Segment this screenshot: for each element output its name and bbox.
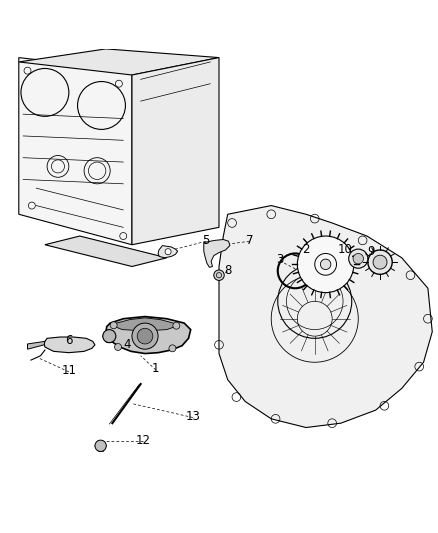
Polygon shape xyxy=(158,246,178,258)
Text: 13: 13 xyxy=(185,410,200,423)
Polygon shape xyxy=(106,317,191,353)
Polygon shape xyxy=(19,58,132,245)
Circle shape xyxy=(373,255,387,269)
Circle shape xyxy=(95,440,106,451)
Text: 1: 1 xyxy=(152,362,159,375)
Polygon shape xyxy=(19,49,219,75)
Circle shape xyxy=(349,249,368,268)
Circle shape xyxy=(297,236,354,293)
Circle shape xyxy=(173,322,180,329)
Circle shape xyxy=(103,329,116,343)
Circle shape xyxy=(115,344,121,351)
Text: 3: 3 xyxy=(276,254,284,266)
Text: 7: 7 xyxy=(246,234,253,247)
Circle shape xyxy=(165,249,171,255)
Circle shape xyxy=(368,250,392,274)
Polygon shape xyxy=(132,58,219,245)
Circle shape xyxy=(214,270,224,280)
Circle shape xyxy=(137,328,153,344)
Circle shape xyxy=(132,323,158,349)
Text: 9: 9 xyxy=(367,245,375,258)
Text: 12: 12 xyxy=(135,434,150,447)
Text: 4: 4 xyxy=(124,338,131,351)
Polygon shape xyxy=(219,206,432,427)
Text: 6: 6 xyxy=(65,334,73,347)
Polygon shape xyxy=(115,318,176,331)
Polygon shape xyxy=(204,239,230,268)
Circle shape xyxy=(353,254,364,264)
Text: 10: 10 xyxy=(338,243,353,256)
Circle shape xyxy=(110,322,117,329)
Polygon shape xyxy=(28,341,45,349)
Circle shape xyxy=(321,259,331,270)
Text: 8: 8 xyxy=(224,264,231,277)
Polygon shape xyxy=(44,337,95,353)
Polygon shape xyxy=(45,236,167,266)
Text: 2: 2 xyxy=(302,243,310,256)
Circle shape xyxy=(169,345,176,352)
Text: 11: 11 xyxy=(61,365,76,377)
Text: 5: 5 xyxy=(202,234,210,247)
